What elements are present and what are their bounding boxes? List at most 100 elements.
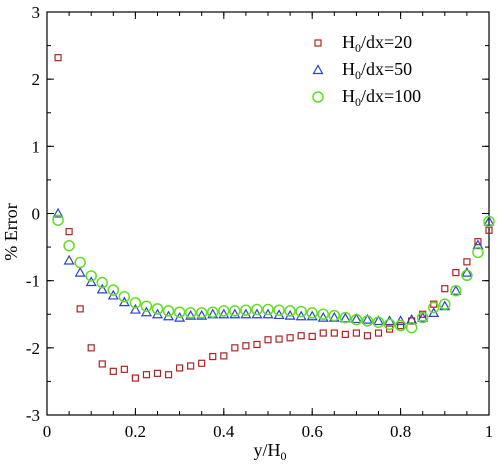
data-point bbox=[240, 308, 252, 319]
x-tick-label: 1 bbox=[485, 422, 494, 441]
data-point bbox=[242, 342, 250, 350]
data-point bbox=[317, 308, 329, 320]
data-point bbox=[63, 239, 75, 252]
data-point bbox=[361, 313, 373, 324]
data-point bbox=[65, 228, 73, 236]
x-axis-label-main: y/H bbox=[254, 440, 281, 460]
legend-label: H0/dx=50 bbox=[342, 59, 412, 82]
data-point bbox=[140, 306, 152, 317]
data-point bbox=[361, 315, 374, 327]
data-point bbox=[187, 362, 195, 370]
legend-label-sub: 0 bbox=[355, 41, 361, 55]
y-tick-label: -3 bbox=[26, 406, 40, 425]
data-point bbox=[87, 344, 95, 352]
data-point bbox=[262, 303, 274, 316]
y-tick-label: -1 bbox=[26, 272, 40, 291]
data-point bbox=[441, 285, 449, 293]
data-point bbox=[131, 374, 139, 382]
y-tick-label: 3 bbox=[32, 3, 41, 22]
data-point bbox=[120, 365, 128, 373]
data-point bbox=[472, 246, 484, 259]
data-point bbox=[142, 371, 151, 379]
x-tick-label: 0 bbox=[43, 422, 52, 441]
data-point bbox=[372, 315, 385, 326]
data-point bbox=[196, 309, 208, 320]
data-point bbox=[85, 276, 97, 287]
data-point bbox=[308, 332, 316, 341]
data-point bbox=[251, 303, 263, 316]
data-point bbox=[350, 313, 363, 326]
data-point bbox=[328, 309, 341, 322]
data-point bbox=[341, 330, 349, 338]
data-point bbox=[220, 352, 228, 360]
legend-marker bbox=[312, 91, 324, 103]
data-point bbox=[450, 285, 462, 295]
data-point bbox=[474, 238, 482, 246]
y-tick-label: -2 bbox=[26, 339, 40, 358]
legend-label-main: H bbox=[342, 59, 355, 79]
data-point bbox=[184, 307, 197, 319]
legend-label: H0/dx=100 bbox=[342, 86, 421, 109]
data-point bbox=[405, 321, 418, 334]
data-point bbox=[273, 304, 285, 316]
data-point bbox=[275, 335, 283, 343]
data-point bbox=[264, 336, 272, 344]
data-point bbox=[397, 322, 405, 330]
data-point bbox=[74, 256, 86, 269]
data-point bbox=[284, 305, 296, 317]
data-point bbox=[98, 360, 106, 368]
y-axis-label: % Error bbox=[1, 203, 21, 260]
data-point bbox=[383, 318, 396, 331]
data-point bbox=[374, 329, 383, 337]
data-point bbox=[306, 307, 318, 319]
legend-label-sub: 0 bbox=[355, 68, 361, 82]
data-point bbox=[218, 305, 230, 317]
data-point bbox=[339, 312, 351, 323]
legend-label-sub: 0 bbox=[355, 95, 361, 109]
data-point bbox=[107, 284, 120, 296]
data-point bbox=[118, 291, 131, 303]
data-point bbox=[317, 311, 329, 322]
data-point bbox=[209, 352, 217, 361]
data-point bbox=[450, 284, 462, 297]
data-point bbox=[372, 316, 385, 329]
data-point bbox=[295, 305, 307, 318]
data-point bbox=[306, 310, 318, 321]
data-point bbox=[461, 266, 473, 277]
data-point bbox=[253, 340, 261, 349]
data-point bbox=[330, 329, 338, 337]
data-point bbox=[198, 359, 206, 367]
data-point bbox=[297, 332, 305, 340]
data-point bbox=[74, 266, 86, 277]
data-point bbox=[54, 54, 62, 62]
x-axis-label-sub: 0 bbox=[281, 449, 287, 463]
data-point bbox=[162, 305, 175, 317]
data-point bbox=[461, 269, 473, 282]
data-point bbox=[153, 369, 162, 377]
data-point bbox=[286, 334, 294, 342]
data-point bbox=[229, 305, 241, 317]
data-point bbox=[483, 215, 495, 228]
data-point bbox=[185, 309, 197, 320]
x-tick-label: 0.8 bbox=[390, 422, 411, 441]
series-1 bbox=[54, 54, 493, 382]
data-point bbox=[463, 258, 471, 266]
legend-label-main: H bbox=[342, 86, 355, 106]
data-point bbox=[63, 254, 75, 265]
x-tick-label: 0.4 bbox=[213, 422, 235, 441]
data-point bbox=[319, 329, 327, 337]
data-point bbox=[129, 297, 142, 309]
data-point bbox=[394, 319, 407, 332]
data-marks bbox=[52, 54, 495, 382]
data-point bbox=[109, 367, 117, 375]
y-tick-label: 1 bbox=[32, 137, 41, 156]
data-point bbox=[416, 311, 429, 324]
x-tick-label: 0.2 bbox=[125, 422, 146, 441]
data-point bbox=[129, 303, 141, 314]
axis-tick-labels: 0 0.2 0.4 0.6 0.8 1 3 2 1 0 -1 -2 -3 bbox=[26, 3, 493, 441]
data-point bbox=[207, 306, 219, 318]
legend-label-rest: /dx=20 bbox=[361, 32, 412, 52]
axis-ticks bbox=[46, 11, 490, 416]
